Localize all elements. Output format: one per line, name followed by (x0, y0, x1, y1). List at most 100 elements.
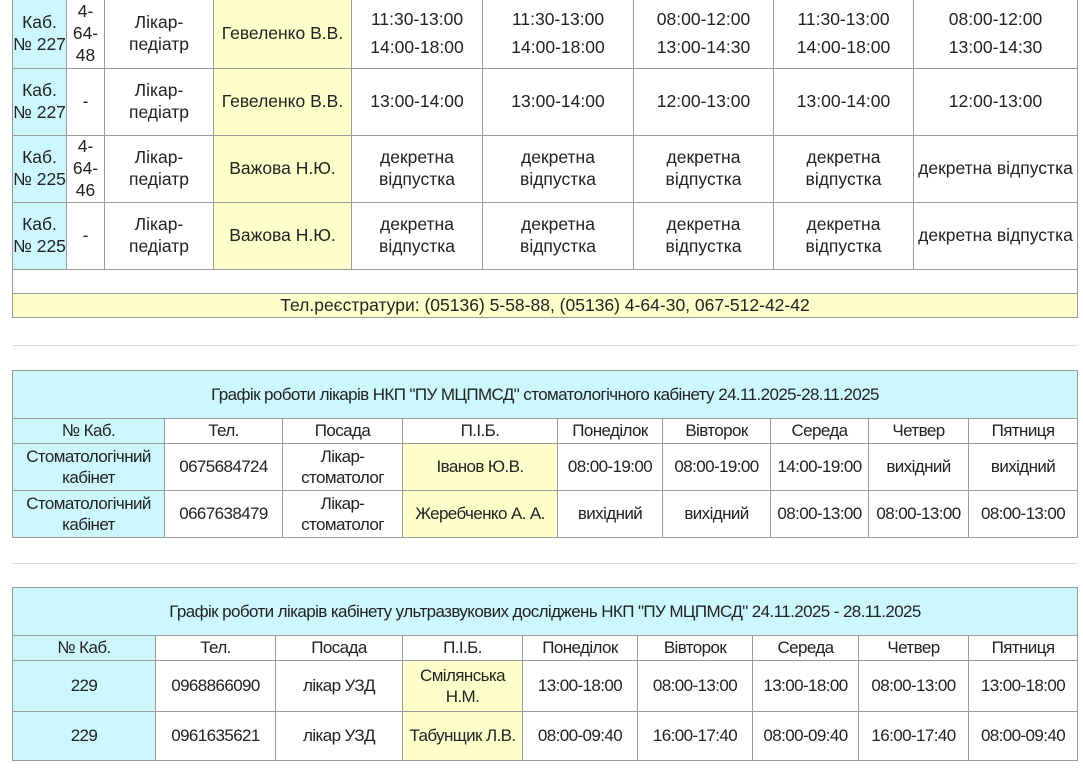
cabinet-cell: Каб. № 227 (12, 0, 67, 69)
phone-cell: 0961635621 (155, 711, 276, 761)
divider (12, 563, 1077, 564)
schedule-cell: 08:00-09:40 (522, 711, 638, 761)
time-slot: 11:30-13:00 (511, 9, 605, 30)
schedule-cell: декретна відпустка (351, 202, 483, 270)
schedule-cell: 13:00-14:00 (351, 68, 483, 136)
doctor-name-cell: Жеребченко А. А. (402, 490, 558, 538)
schedule-cell: декретна відпустка (482, 202, 634, 270)
column-header: Понеділок (522, 635, 638, 661)
position-cell: Лікар-педіатр (104, 202, 214, 270)
position-cell: лікар УЗД (275, 711, 403, 761)
schedule-cell: 13:00-14:00 (773, 68, 914, 136)
footer-row: Тел.реєстратури: (05136) 5-58-88, (05136… (12, 293, 1078, 318)
position-cell: Лікар-педіатр (104, 68, 214, 136)
time-slot: декретна відпустка (520, 214, 596, 256)
schedule-cell: 13:00-18:00 (967, 660, 1079, 712)
column-header: Посада (275, 635, 403, 661)
column-header: Четвер (858, 635, 969, 661)
schedule-cell: декретна відпустка (351, 135, 483, 203)
column-header: Четвер (868, 418, 969, 444)
time-slot: 08:00-12:00 (948, 9, 1043, 30)
schedule-cell: 12:00-13:00 (913, 68, 1078, 136)
time-slot: декретна відпустка (918, 158, 1073, 179)
schedule-cell: 13:00-18:00 (522, 660, 638, 712)
table-row: Стоматологічний кабінет 0675684724 Лікар-с… (12, 443, 1079, 491)
schedule-cell: 12:00-13:00 (633, 68, 774, 136)
time-slot: 14:00-18:00 (370, 37, 464, 57)
title-row: Графік роботи лікарів НКП "ПУ МЦПМСД" ст… (11, 370, 1079, 419)
doctor-name-cell: Табунщик Л.В. (402, 711, 523, 761)
table-title: Графік роботи лікарів кабінету ультразву… (11, 587, 1079, 636)
registry-phones: Тел.реєстратури: (05136) 5-58-88, (05136… (12, 293, 1078, 318)
schedule-cell: 08:00-12:00 13:00-14:30 (633, 0, 774, 69)
column-header: П.І.Б. (402, 635, 523, 661)
position-cell: Лікар-педіатр (104, 135, 214, 203)
time-slot: декретна відпустка (805, 214, 882, 256)
schedule-cell: 08:00-19:00 (557, 443, 663, 491)
schedule-cell: декретна відпустка (482, 135, 634, 203)
time-slot: декретна відпустка (918, 225, 1073, 246)
schedule-cell: вихідний (868, 443, 969, 491)
time-slot: декретна відпустка (665, 214, 742, 256)
schedule-cell: 16:00-17:40 (637, 711, 753, 761)
schedule-cell: декретна відпустка (773, 202, 914, 270)
time-slot: декретна відпустка (665, 147, 742, 189)
schedule-cell: 08:00-09:40 (752, 711, 859, 761)
table-title: Графік роботи лікарів НКП "ПУ МЦПМСД" ст… (11, 370, 1079, 419)
time-slot: 13:00-14:00 (370, 91, 464, 112)
cabinet-cell: Каб. № 227 (12, 68, 67, 136)
empty-row (12, 269, 1078, 294)
time-slot: декретна відпустка (379, 214, 455, 256)
time-slot: 12:00-13:00 (656, 91, 751, 112)
column-header: П.І.Б. (402, 418, 558, 444)
phone-cell: 4-64-48 (66, 0, 105, 69)
schedule-cell: 08:00-13:00 (967, 490, 1079, 538)
time-slot: 08:00-12:00 (656, 9, 751, 30)
schedule-cell: 08:00-13:00 (770, 490, 869, 538)
schedule-cell: вихідний (662, 490, 771, 538)
column-header: Посада (282, 418, 403, 444)
table-row: 229 0961635621 лікар УЗД Табунщик Л.В. 08:00… (12, 711, 1079, 761)
dental-schedule-table: Графік роботи лікарів НКП "ПУ МЦПМСД" ст… (11, 370, 1079, 538)
pediatric-schedule-table: Каб. № 227 4-64-48 Лікар-педіатр Гевеленко … (12, 0, 1078, 318)
doctor-name-cell: Смілянська Н.М. (402, 660, 523, 712)
position-cell: лікар УЗД (275, 660, 403, 712)
doctor-name-cell: Важова Н.Ю. (213, 135, 352, 203)
time-slot: 13:00-14:00 (511, 91, 605, 112)
doctor-name-cell: Важова Н.Ю. (213, 202, 352, 270)
phone-cell: 0675684724 (164, 443, 283, 491)
column-header: № Каб. (12, 635, 156, 661)
schedule-cell: 08:00-13:00 (858, 660, 969, 712)
cabinet-cell: Каб. № 225 (12, 202, 67, 270)
schedule-cell: 11:30-13:00 14:00-18:00 (773, 0, 914, 69)
table-row: Каб. № 225 4-64-46 Лікар-педіатр Важова Н.Ю… (12, 135, 1078, 203)
schedule-cell: 13:00-18:00 (752, 660, 859, 712)
schedule-cell: 11:30-13:00 14:00-18:00 (482, 0, 634, 69)
schedule-cell: 08:00-09:40 (967, 711, 1079, 761)
doctor-name-cell: Іванов Ю.В. (402, 443, 558, 491)
column-header: Середа (770, 418, 869, 444)
cabinet-cell: Стоматологічний кабінет (12, 443, 165, 491)
header-row: № Каб. Тел. Посада П.І.Б. Понеділок Вівторок С… (12, 418, 1079, 444)
header-row: № Каб. Тел. Посада П.І.Б. Понеділок Вівторок С… (12, 635, 1079, 661)
time-slot: 13:00-14:00 (796, 91, 891, 112)
column-header: Середа (752, 635, 859, 661)
title-row: Графік роботи лікарів кабінету ультразву… (11, 587, 1079, 636)
column-header: Пятниця (967, 418, 1079, 444)
cabinet-cell: Каб. № 225 (12, 135, 67, 203)
schedule-cell: декретна відпустка (633, 202, 774, 270)
divider (12, 345, 1077, 346)
column-header: Вівторок (637, 635, 753, 661)
column-header: Вівторок (662, 418, 771, 444)
schedule-cell: декретна відпустка (773, 135, 914, 203)
time-slot: 14:00-18:00 (511, 37, 605, 57)
schedule-cell: декретна відпустка (913, 135, 1078, 203)
schedule-cell: 08:00-19:00 (662, 443, 771, 491)
cabinet-cell: Стоматологічний кабінет (12, 490, 165, 538)
time-slot: 13:00-14:30 (656, 37, 751, 57)
time-slot: декретна відпустка (520, 147, 596, 189)
cabinet-cell: 229 (12, 660, 156, 712)
schedule-cell: 08:00-13:00 (868, 490, 969, 538)
time-slot: 13:00-14:30 (948, 37, 1043, 57)
table-row: Стоматологічний кабінет 0667638479 Лікар-с… (12, 490, 1079, 538)
